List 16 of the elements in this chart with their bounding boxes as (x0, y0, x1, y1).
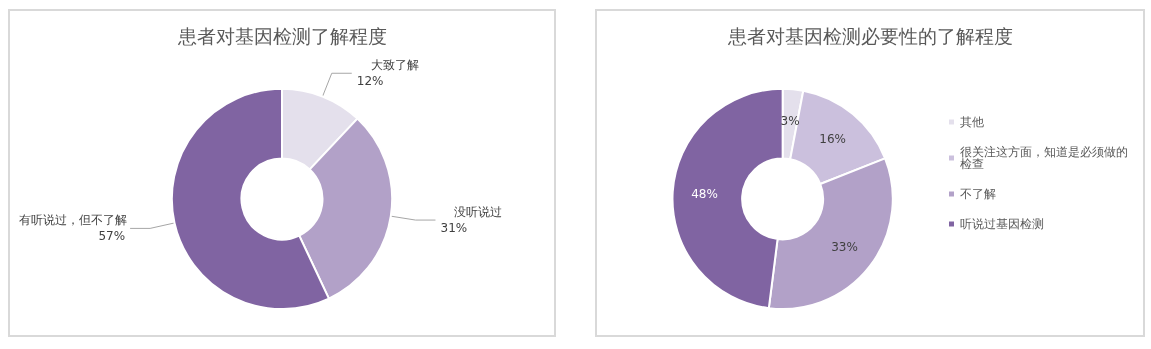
legend-label: 很关注这方面，知道是必须做的检查 (960, 145, 1128, 171)
legend-label: 其他 (960, 115, 984, 129)
slice-label: 有听说过，但不了解 (18, 213, 127, 228)
data-label: 31% (440, 221, 468, 236)
data-label: 33% (831, 239, 858, 254)
slice-label: 没听说过 (454, 205, 503, 220)
legend-label: 不了解 (960, 187, 996, 201)
data-label: 3% (780, 113, 800, 128)
chart-title: 患者对基因检测必要性的了解程度 (726, 24, 1013, 47)
data-label: 12% (356, 74, 384, 89)
data-label: 57% (98, 229, 126, 244)
data-label: 48% (691, 187, 718, 201)
legend-label: 听说过基因检测 (960, 217, 1044, 231)
chart-title: 患者对基因检测了解程度 (176, 24, 387, 47)
slice-label: 大致了解 (370, 58, 419, 73)
data-label: 16% (819, 131, 846, 146)
